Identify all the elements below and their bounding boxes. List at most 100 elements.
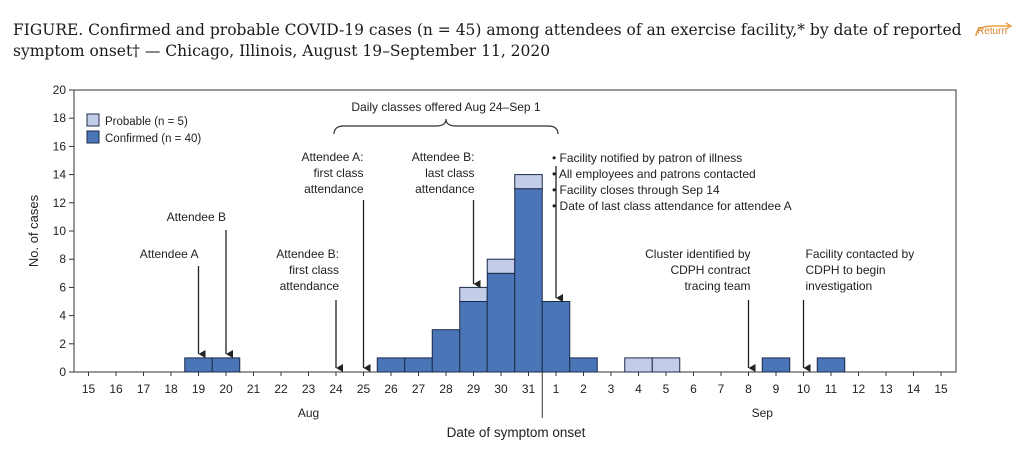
annotation-line: Cluster identified by xyxy=(645,247,750,261)
bar-confirmed xyxy=(459,301,488,373)
annotation-line: • Date of last class attendance for atte… xyxy=(552,199,792,213)
bar-confirmed xyxy=(404,357,433,373)
x-tick-label: 24 xyxy=(329,382,343,396)
annotation-text: Cluster identified by CDPH contract tracin… xyxy=(645,247,751,293)
brace-label: Daily classes offered Aug 24–Sep 1 xyxy=(351,100,541,114)
annotation-line: Attendee B: xyxy=(276,247,339,261)
x-tick-label: 4 xyxy=(635,382,642,396)
bar-confirmed xyxy=(816,357,846,373)
x-tick-label: 6 xyxy=(690,382,697,396)
bar-confirmed xyxy=(514,188,543,373)
bar-probable xyxy=(651,357,681,373)
x-tick-label: 18 xyxy=(164,382,178,396)
annotation-text: Attendee B xyxy=(167,210,226,224)
annotation-line: first class xyxy=(289,263,339,277)
x-tick-label: 29 xyxy=(467,382,481,396)
bar-confirmed xyxy=(486,272,516,373)
annotation-text: Attendee B: last class attendance xyxy=(412,150,475,196)
x-tick-label: 15 xyxy=(82,382,96,396)
annotation-text: Facility contacted by CDPH to begin invest… xyxy=(806,247,915,293)
x-tick-label: 21 xyxy=(247,382,261,396)
y-tick-label: 12 xyxy=(53,196,67,210)
legend-label-confirmed: Confirmed (n = 40) xyxy=(105,133,201,145)
bar-probable xyxy=(486,258,516,274)
x-tick-label: 19 xyxy=(192,382,206,396)
annotation-line: Attendee A: xyxy=(301,150,363,164)
x-tick-label: 1 xyxy=(553,382,560,396)
bar-confirmed xyxy=(376,357,406,373)
bar-confirmed xyxy=(569,357,598,373)
y-tick-label: 6 xyxy=(59,280,66,294)
bar-probable xyxy=(459,286,488,302)
annotation-text: Attendee A xyxy=(140,247,199,261)
bar-confirmed xyxy=(184,357,213,373)
return-button[interactable]: Return xyxy=(972,22,1016,42)
annotation-line: Facility contacted by xyxy=(806,247,915,261)
bar-confirmed xyxy=(431,329,461,373)
y-tick-label: 4 xyxy=(59,309,66,323)
bar-confirmed xyxy=(761,357,791,373)
class-period-brace xyxy=(333,118,559,135)
legend-swatch-confirmed xyxy=(86,130,100,144)
x-tick-label: 27 xyxy=(412,382,426,396)
x-tick-label: 26 xyxy=(384,382,398,396)
bar-confirmed xyxy=(211,357,241,373)
month-label: Aug xyxy=(298,406,319,420)
month-label: Sep xyxy=(752,406,774,420)
x-tick-label: 9 xyxy=(773,382,780,396)
y-tick-label: 14 xyxy=(53,168,67,182)
return-arrow-icon xyxy=(975,22,1013,37)
annotation-line: CDPH contract xyxy=(670,263,751,277)
y-tick-label: 18 xyxy=(53,111,67,125)
x-tick-label: 10 xyxy=(797,382,811,396)
x-tick-label: 20 xyxy=(219,382,233,396)
legend-swatch-probable xyxy=(86,113,100,127)
bar-probable xyxy=(514,174,543,190)
annotation-text: Attendee B: first class attendance xyxy=(276,247,339,293)
annotation-line: tracing team xyxy=(684,279,750,293)
y-tick-label: 10 xyxy=(53,224,67,238)
x-tick-label: 5 xyxy=(663,382,670,396)
annotation-line: • Facility closes through Sep 14 xyxy=(552,183,720,197)
annotation-line: attendance xyxy=(280,279,340,293)
x-tick-label: 13 xyxy=(879,382,893,396)
x-tick-label: 2 xyxy=(580,382,587,396)
x-tick-label: 23 xyxy=(302,382,316,396)
x-tick-label: 11 xyxy=(825,382,838,396)
x-tick-label: 15 xyxy=(934,382,948,396)
legend-label-probable: Probable (n = 5) xyxy=(105,116,188,128)
x-tick-label: 14 xyxy=(907,382,921,396)
bar-confirmed xyxy=(541,301,571,373)
y-axis-label: No. of cases xyxy=(26,194,41,267)
x-axis-label: Date of symptom onset xyxy=(447,425,586,440)
annotation-line: Attendee A xyxy=(140,247,199,261)
annotation-line: attendance xyxy=(304,182,364,196)
x-tick-label: 3 xyxy=(608,382,615,396)
x-tick-label: 17 xyxy=(137,382,151,396)
annotation-line: last class xyxy=(425,166,474,180)
x-tick-label: 25 xyxy=(357,382,371,396)
x-tick-label: 12 xyxy=(852,382,866,396)
figure-title: FIGURE. Confirmed and probable COVID-19 … xyxy=(13,21,962,60)
return-label: Return xyxy=(977,26,1008,37)
annotation-line: Attendee B: xyxy=(412,150,475,164)
y-tick-label: 8 xyxy=(59,252,66,266)
annotation-line: Attendee B xyxy=(167,210,226,224)
annotation-line: first class xyxy=(313,166,363,180)
x-tick-label: 16 xyxy=(109,382,123,396)
y-tick-label: 0 xyxy=(59,365,66,379)
bar-probable xyxy=(624,357,653,373)
x-tick-label: 30 xyxy=(494,382,508,396)
annotation-line: CDPH to begin xyxy=(806,263,886,277)
annotation-line: attendance xyxy=(415,182,475,196)
annotation-line: • Facility notified by patron of illness xyxy=(552,151,742,165)
y-tick-label: 16 xyxy=(53,139,67,153)
y-tick-label: 2 xyxy=(59,337,66,351)
x-tick-label: 8 xyxy=(745,382,752,396)
y-tick-label: 20 xyxy=(53,83,67,97)
annotation-text: Attendee A: first class attendance xyxy=(301,150,363,196)
x-tick-label: 28 xyxy=(439,382,453,396)
annotation-line: • All employees and patrons contacted xyxy=(552,167,756,181)
x-tick-label: 22 xyxy=(274,382,288,396)
